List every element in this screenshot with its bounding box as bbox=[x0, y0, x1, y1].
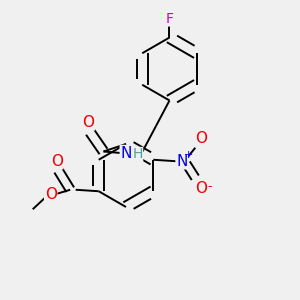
Text: O: O bbox=[82, 115, 94, 130]
Text: O: O bbox=[195, 181, 207, 196]
Text: N: N bbox=[176, 154, 188, 169]
Text: H: H bbox=[132, 148, 142, 161]
Text: F: F bbox=[166, 12, 173, 26]
Text: -: - bbox=[207, 180, 212, 193]
Text: O: O bbox=[51, 154, 63, 169]
Text: N: N bbox=[120, 146, 132, 160]
Text: +: + bbox=[184, 150, 193, 160]
Text: O: O bbox=[195, 131, 207, 146]
Text: O: O bbox=[45, 187, 57, 202]
